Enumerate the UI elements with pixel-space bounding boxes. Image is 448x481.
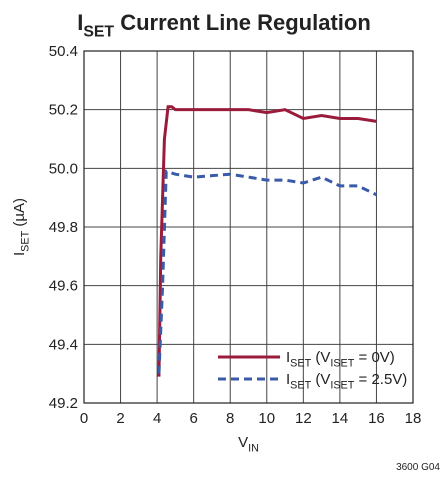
legend-label-part: ISET bbox=[330, 358, 354, 370]
x-tick-label: 18 bbox=[405, 410, 422, 427]
x-tick-label: 12 bbox=[295, 410, 312, 427]
data-line bbox=[157, 105, 377, 377]
data-line bbox=[157, 169, 378, 374]
legend-label: ISET (VISET = 0V) bbox=[286, 349, 395, 370]
y-axis-label: ISET (µA) bbox=[11, 198, 32, 256]
x-tick-label: 4 bbox=[153, 410, 161, 427]
chart-title-part: Current Line Regulation bbox=[114, 10, 371, 35]
plot-frame bbox=[83, 50, 414, 404]
y-tick-label: 49.4 bbox=[49, 336, 78, 353]
legend-label-part: = 2.5V) bbox=[354, 371, 407, 388]
chart-title-part: SET bbox=[83, 24, 114, 41]
y-axis-label-part: I bbox=[11, 252, 28, 256]
legend-label-part: (V bbox=[311, 371, 330, 388]
legend-label-part: (V bbox=[311, 349, 330, 366]
chart-title: ISET Current Line Regulation bbox=[77, 10, 371, 41]
y-tick-label: 49.6 bbox=[49, 278, 78, 295]
y-tick-label: 50.4 bbox=[49, 43, 78, 60]
legend-label-part: I bbox=[286, 371, 290, 388]
y-tick-label: 49.8 bbox=[49, 219, 78, 236]
legend-label-part: I bbox=[286, 349, 290, 366]
legend-label-part: SET bbox=[290, 358, 311, 370]
x-tick-label: 16 bbox=[368, 410, 385, 427]
x-axis-label: VIN bbox=[238, 434, 259, 455]
x-axis-label-part: V bbox=[238, 434, 248, 451]
x-axis-label-part: IN bbox=[248, 443, 259, 455]
y-axis-label-part: (µA) bbox=[11, 198, 28, 231]
x-tick-label: 6 bbox=[189, 410, 197, 427]
y-axis-label-part: SET bbox=[20, 230, 32, 251]
x-tick-label: 10 bbox=[258, 410, 275, 427]
legend-label: ISET (VISET = 2.5V) bbox=[286, 371, 407, 392]
figure-note: 3600 G04 bbox=[396, 462, 440, 473]
y-tick-label: 50.2 bbox=[49, 102, 78, 119]
chart-title-part: I bbox=[77, 10, 83, 35]
legend-label-part: = 0V) bbox=[354, 349, 394, 366]
legend-label-part: SET bbox=[290, 380, 311, 392]
legend-label-part: ISET bbox=[330, 380, 354, 392]
y-tick-label: 49.2 bbox=[49, 395, 78, 412]
y-tick-label: 50.0 bbox=[49, 160, 78, 177]
x-tick-label: 2 bbox=[116, 410, 124, 427]
x-tick-label: 0 bbox=[80, 410, 88, 427]
x-tick-label: 14 bbox=[332, 410, 349, 427]
x-tick-label: 8 bbox=[226, 410, 234, 427]
